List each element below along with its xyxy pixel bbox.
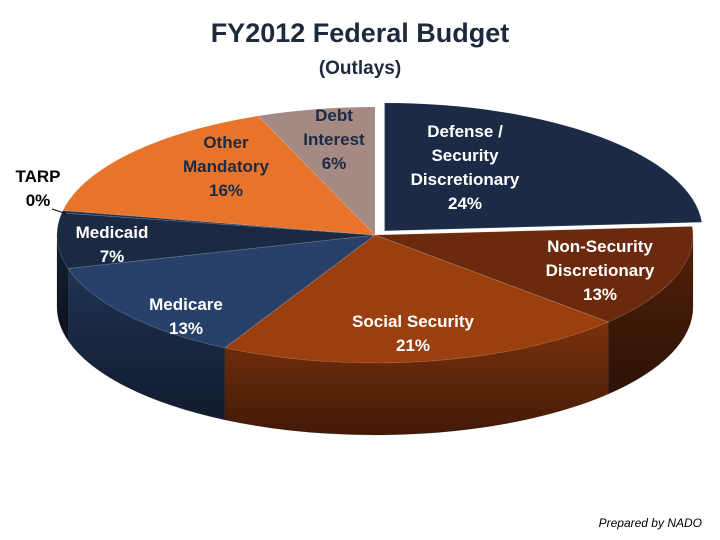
percent-label-medicaid: 7%	[100, 247, 125, 266]
percent-label-defense-security-discretionary: 24%	[448, 194, 482, 213]
slice-defense-security-discretionary	[384, 102, 703, 232]
label-debt-interest: Debt Interest 6%	[303, 106, 365, 173]
label-line-medicare: Medicare	[149, 295, 223, 314]
label-line-social-security: Social Security	[352, 312, 474, 331]
slice-non-security-discretionary	[374, 225, 694, 323]
label-line-defense-security-discretionary: Defense /	[427, 122, 503, 141]
label-tarp: TARP 0%	[15, 167, 60, 210]
label-line-defense-security-discretionary: Discretionary	[411, 170, 520, 189]
label-line-debt-interest: Interest	[303, 130, 365, 149]
label-non-security-discretionary: Non-Security Discretionary 13%	[546, 237, 655, 304]
label-line-tarp: TARP	[15, 167, 60, 186]
slice-other-mandatory	[62, 115, 377, 236]
label-medicare: Medicare 13%	[149, 295, 223, 338]
label-line-other-mandatory: Mandatory	[183, 157, 270, 176]
label-line-other-mandatory: Other	[203, 133, 249, 152]
label-defense-security-discretionary: Defense / Security Discretionary 24%	[411, 122, 520, 213]
percent-label-non-security-discretionary: 13%	[583, 285, 617, 304]
label-line-non-security-discretionary: Non-Security	[547, 237, 653, 256]
percent-label-medicare: 13%	[169, 319, 203, 338]
percent-label-other-mandatory: 16%	[209, 181, 243, 200]
label-medicaid: Medicaid 7%	[76, 223, 149, 266]
slice-debt-interest	[257, 106, 376, 236]
credit-text: Prepared by NADO	[598, 516, 702, 530]
leader-line-tarp	[51, 208, 67, 215]
chart-title: FY2012 Federal Budget	[210, 18, 510, 48]
slice-medicaid	[56, 212, 376, 269]
chart-subtitle: (Outlays)	[318, 58, 402, 79]
percent-label-debt-interest: 6%	[322, 154, 347, 173]
slice-tarp	[61, 210, 376, 236]
slice-side-medicare	[67, 267, 226, 421]
pie-top	[56, 102, 703, 364]
slice-social-security	[223, 234, 610, 364]
percent-label-tarp: 0%	[26, 191, 51, 210]
label-line-non-security-discretionary: Discretionary	[546, 261, 655, 280]
pie-side-walls	[56, 234, 694, 436]
slice-medicare	[67, 234, 377, 349]
label-line-medicaid: Medicaid	[76, 223, 149, 242]
label-line-defense-security-discretionary: Security	[431, 146, 499, 165]
label-social-security: Social Security 21%	[352, 312, 474, 355]
percent-label-social-security: 21%	[396, 336, 430, 355]
label-line-debt-interest: Debt	[315, 106, 353, 125]
label-other-mandatory: Other Mandatory 16%	[183, 133, 270, 200]
slice-labels: Defense / Security Discretionary 24% Non-Sec…	[15, 106, 654, 355]
